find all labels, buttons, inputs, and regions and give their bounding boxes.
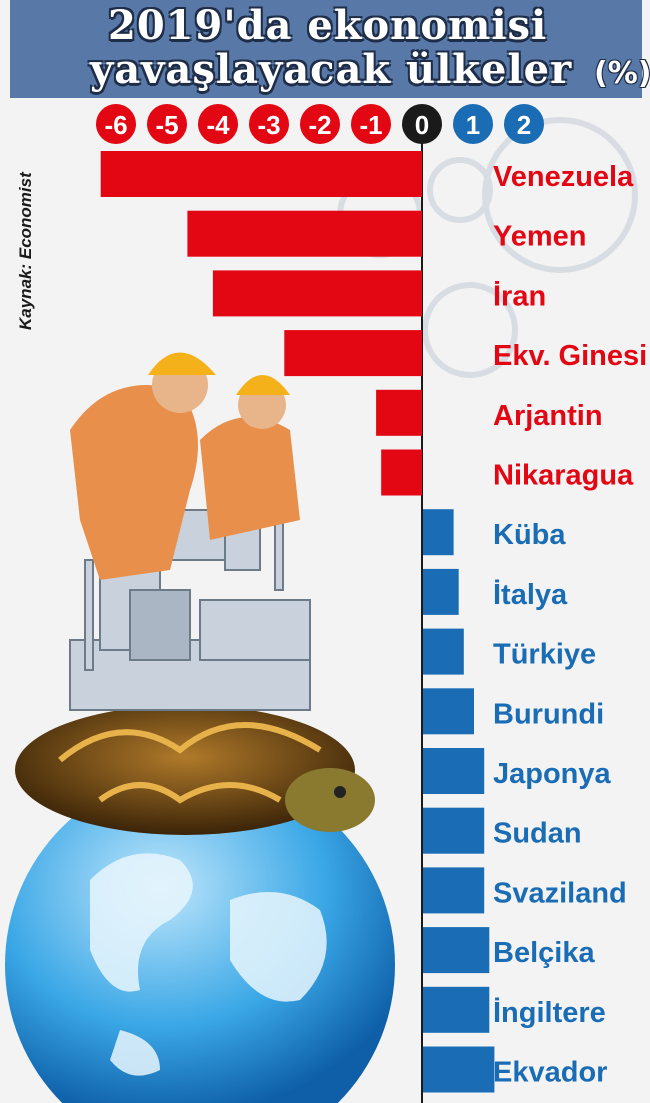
- bar: [284, 330, 422, 377]
- bar: [423, 688, 474, 735]
- bar: [423, 628, 464, 675]
- country-label: İtalya: [493, 579, 568, 611]
- tick-circle: [96, 104, 136, 144]
- country-label: Venezuela: [493, 161, 634, 193]
- turtle-head: [285, 768, 375, 832]
- country-label: Sudan: [493, 818, 582, 850]
- bar: [423, 807, 485, 854]
- title-banner: 2019'da ekonomisi yavaşlayacak ülkeler (…: [10, 0, 650, 98]
- bar: [423, 986, 490, 1033]
- country-label: Küba: [493, 519, 566, 551]
- bar: [381, 449, 422, 496]
- country-label: İran: [493, 280, 546, 312]
- tick-circle: [147, 104, 187, 144]
- tick-circle: [351, 104, 391, 144]
- tick-circle: [453, 104, 493, 144]
- country-label: İngiltere: [493, 997, 606, 1029]
- tick-label: 2: [517, 110, 531, 140]
- tick-label: -4: [206, 110, 230, 140]
- country-label: Arjantin: [493, 400, 603, 432]
- tick-label: 0: [415, 110, 429, 140]
- tick-label: -6: [104, 110, 127, 140]
- bar: [187, 210, 422, 257]
- country-label: Burundi: [493, 698, 604, 730]
- bar: [376, 389, 422, 436]
- workers: [70, 352, 300, 580]
- bar: [100, 151, 422, 197]
- bar: [212, 270, 422, 317]
- country-label: Nikaragua: [493, 460, 634, 492]
- title-line-1: 2019'da ekonomisi: [108, 2, 548, 49]
- bar: [423, 867, 485, 914]
- bar: [423, 1046, 495, 1093]
- bar: [423, 509, 454, 556]
- tick-circle: [249, 104, 289, 144]
- title-line-2: yavaşlayacak ülkeler: [90, 46, 573, 93]
- tick-label: 1: [466, 110, 480, 140]
- country-label: Ekvador: [493, 1057, 607, 1089]
- tick-label: -1: [359, 110, 382, 140]
- country-label: Svaziland: [493, 877, 627, 909]
- country-label: Belçika: [493, 937, 595, 969]
- tick-circle: [300, 104, 340, 144]
- tick-label: -3: [257, 110, 280, 140]
- tick-label: -5: [155, 110, 178, 140]
- bar: [423, 568, 459, 615]
- unit-label: (%): [594, 56, 650, 91]
- country-label: Japonya: [493, 758, 612, 790]
- globe: [4, 770, 395, 1103]
- country-label: Türkiye: [493, 639, 596, 671]
- country-label: Yemen: [493, 221, 587, 253]
- bar: [423, 748, 485, 794]
- tick-circle: [402, 104, 442, 144]
- tick-circle: [504, 104, 544, 144]
- tick-circle: [198, 104, 238, 144]
- tick-label: -2: [308, 110, 331, 140]
- country-label: Ekv. Ginesi: [493, 340, 647, 372]
- bar: [423, 927, 490, 974]
